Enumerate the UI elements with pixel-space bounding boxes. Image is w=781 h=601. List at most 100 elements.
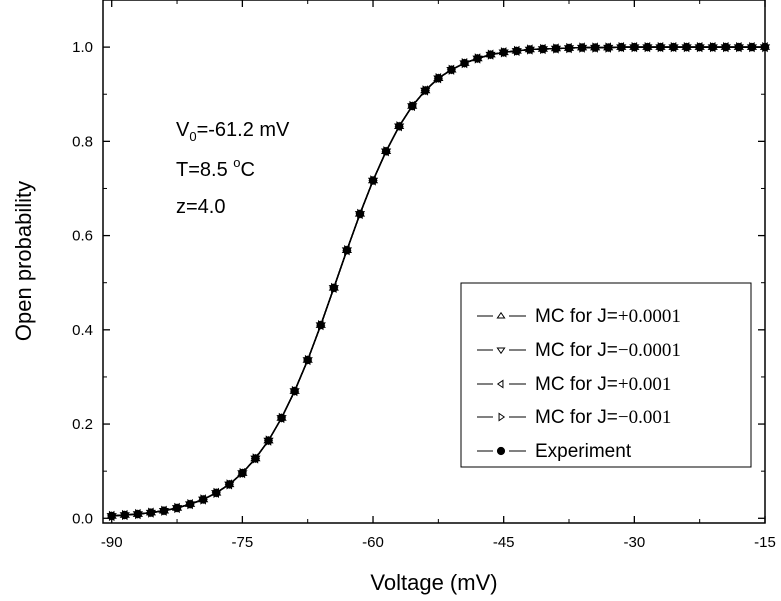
point-circle-filled	[630, 43, 639, 52]
point-circle-filled	[159, 506, 169, 515]
point-circle-filled	[316, 321, 325, 330]
point-circle-filled	[721, 43, 730, 52]
marks-layer	[106, 41, 771, 522]
legend-label-value: +0.001	[618, 374, 671, 395]
point-circle-filled	[421, 86, 430, 95]
legend-marker-triangle-right	[498, 412, 506, 422]
legend-item: MC for J=−0.001	[477, 407, 671, 428]
legend-label: MC for J=−0.0001	[535, 340, 681, 361]
legend-label-text: MC for J=	[535, 306, 618, 327]
legend-label: MC for J=+0.0001	[535, 306, 681, 327]
point-circle-filled	[329, 283, 338, 292]
legend-marker-triangle-left	[496, 379, 504, 389]
point-circle-filled	[604, 43, 613, 52]
series-circle-filled	[107, 43, 770, 521]
x-tick-label: -15	[754, 534, 776, 551]
point-circle-filled	[120, 510, 129, 520]
point-circle-filled	[290, 387, 299, 396]
point-circle-filled	[708, 43, 717, 52]
point-circle-filled	[512, 46, 521, 55]
legend-item: MC for J=+0.0001	[477, 306, 681, 327]
legend-label-text: Experiment	[535, 441, 632, 462]
point-circle-filled	[212, 488, 221, 497]
point-circle-filled	[486, 50, 495, 59]
x-tick-label: -60	[362, 534, 384, 551]
y-tick-label: 1.0	[72, 39, 93, 56]
point-circle-filled	[146, 508, 155, 517]
legend-label-value: +0.0001	[618, 306, 681, 327]
point-circle-filled	[251, 454, 260, 463]
v0-label: V	[176, 119, 190, 141]
legend-label: MC for J=−0.001	[535, 407, 671, 428]
legend-box	[460, 282, 752, 468]
point-circle-filled	[303, 355, 312, 365]
point-circle-filled	[408, 101, 417, 111]
ticks-layer: -90 -75 -60 -45 -30 -15 0.0 0.2 0.4 0.6 0.8 1.0	[72, 0, 776, 551]
annotation-block: V0=-61.2 mV T=8.5 oC z=4.0	[176, 119, 290, 218]
y-tick-label: 0.8	[72, 133, 93, 150]
t-superscript: o	[233, 155, 240, 170]
point-circle-filled	[186, 500, 195, 509]
point-circle-filled	[342, 246, 351, 255]
point-circle-filled	[499, 48, 508, 57]
point-circle-filled	[578, 43, 587, 52]
x-tick-label: -75	[232, 534, 254, 551]
z-annotation: z=4.0	[176, 196, 225, 218]
point-circle-filled	[682, 43, 691, 52]
point-circle-filled	[264, 436, 273, 445]
x-tick-label: -90	[101, 534, 123, 551]
point-circle-filled	[355, 209, 365, 218]
point-circle-filled	[172, 503, 182, 512]
v0-value: =-61.2 mV	[197, 119, 290, 141]
legend-marker-circle-filled	[496, 446, 506, 456]
point-circle-filled	[695, 43, 704, 52]
y-tick-label: 0.6	[72, 228, 93, 245]
y-tick-label: 0.0	[72, 510, 93, 527]
point-circle-filled	[734, 43, 743, 52]
axes-layer	[102, 0, 766, 524]
legend-item: MC for J=−0.0001	[477, 340, 681, 361]
legend-item: Experiment	[477, 441, 632, 462]
point-circle-filled	[617, 43, 626, 52]
point-circle-filled	[395, 122, 404, 131]
point-circle-filled	[747, 43, 757, 52]
plot-frame	[102, 0, 766, 524]
point-circle-filled	[656, 43, 665, 52]
point-circle-filled	[368, 176, 378, 185]
x-axis-title: Voltage (mV)	[370, 570, 497, 595]
point-circle-filled	[225, 480, 234, 489]
legend-label: Experiment	[535, 441, 632, 462]
v0-subscript: 0	[189, 129, 196, 144]
point-circle-filled	[238, 468, 247, 478]
legend-marker-triangle-up	[496, 311, 506, 319]
point-circle-filled	[564, 43, 574, 53]
point-circle-filled	[643, 43, 652, 52]
point-circle-filled	[460, 59, 469, 68]
legend-label-value: −0.001	[618, 407, 671, 428]
point-circle-filled	[525, 45, 534, 54]
x-tick-label: -45	[493, 534, 515, 551]
temperature-annotation: T=8.5 oC	[176, 155, 255, 181]
point-circle-filled	[277, 413, 286, 422]
point-circle-filled	[538, 44, 547, 54]
x-tick-label: -30	[623, 534, 645, 551]
point-circle-filled	[447, 65, 456, 74]
v0-annotation: V0=-61.2 mV	[176, 119, 290, 144]
point-circle-filled	[199, 495, 208, 504]
y-tick-label: 0.2	[72, 416, 93, 433]
point-circle-filled	[382, 147, 391, 156]
point-circle-filled	[473, 54, 482, 63]
y-tick-label: 0.4	[72, 322, 93, 339]
legend-label-text: MC for J=	[535, 407, 618, 428]
point-circle-filled	[434, 74, 443, 83]
legend-label-text: MC for J=	[535, 340, 618, 361]
point-circle-filled	[551, 44, 561, 53]
legend-label-text: MC for J=	[535, 374, 618, 395]
legend-marker-triangle-down	[496, 347, 506, 355]
point-circle-filled	[669, 43, 678, 52]
point-circle-filled	[133, 509, 142, 519]
